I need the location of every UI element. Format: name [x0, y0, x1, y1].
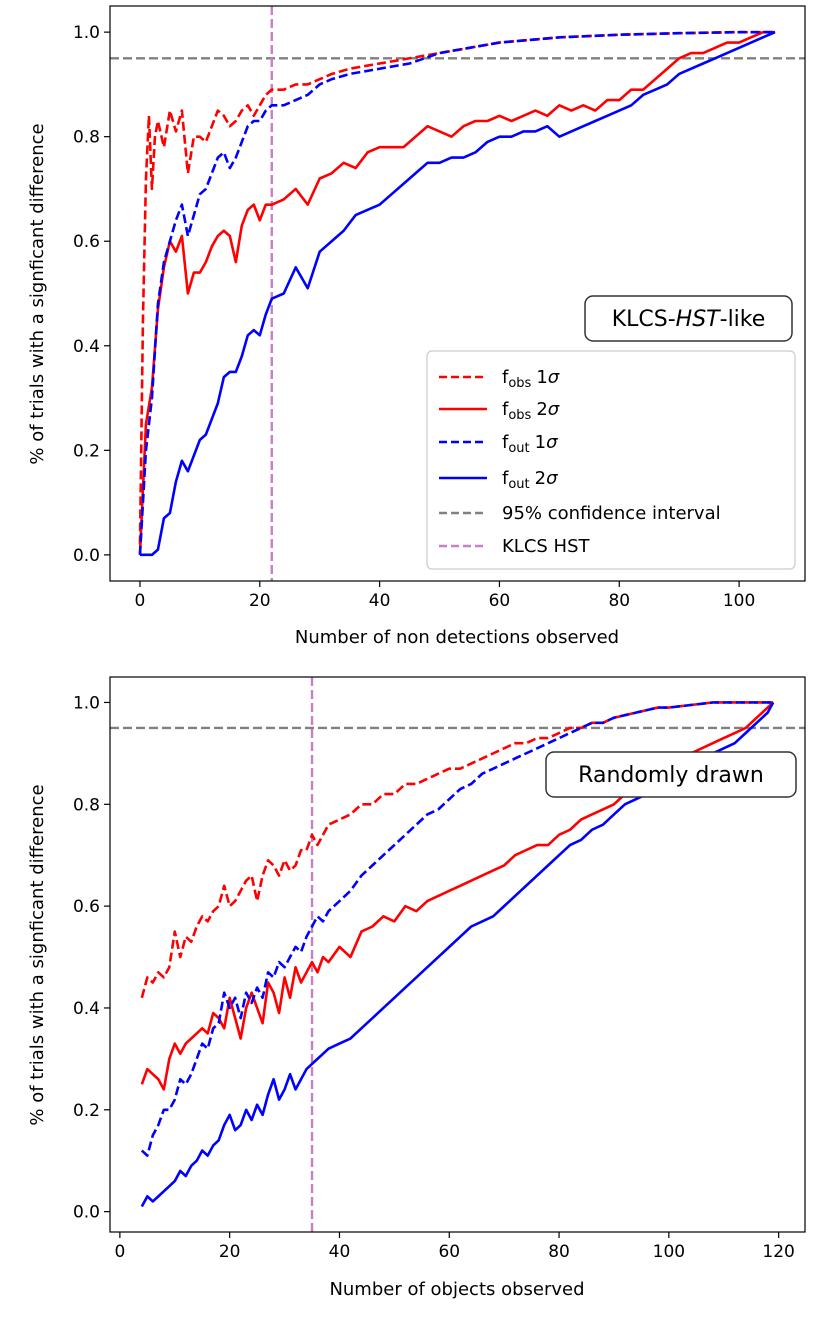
top-y-tick-label: 1.0	[73, 23, 100, 43]
bottom-x-tick-label: 20	[219, 1242, 241, 1262]
legend-label-fobs-1sigma: fobs 1σ	[502, 367, 560, 391]
top-plot-area	[110, 6, 805, 581]
bottom-x-tick-label: 60	[438, 1242, 460, 1262]
top-annotation-suffix: -like	[720, 307, 766, 332]
legend-frame	[426, 350, 796, 570]
legend-label-fout-1sigma: fout 1σ	[502, 432, 558, 456]
top-y-tick-label: 0.8	[73, 128, 100, 148]
bottom-y-ticks: 0.0 0.2 0.4 0.6 0.8 1.0	[73, 693, 110, 1223]
bottom-series-fobs-1sigma	[140, 701, 774, 999]
top-x-tick-label: 0	[135, 591, 146, 611]
bottom-x-axis-label: Number of objects observed	[329, 1279, 584, 1300]
bottom-x-tick-label: 80	[548, 1242, 570, 1262]
bottom-x-tick-label: 0	[114, 1242, 125, 1262]
top-x-tick-label: 40	[369, 591, 391, 611]
top-x-ticks: 0 20 40 60 80 100	[135, 581, 755, 611]
bottom-panel: 0 20 40 60 80 100 120 0.0 0.2 0.4 0.6 0.…	[27, 676, 806, 1300]
bottom-y-tick-label: 0.6	[73, 897, 100, 917]
bottom-y-axis-label: % of trials with a signficant difference	[27, 784, 48, 1125]
top-x-axis-label: Number of non detections observed	[295, 627, 619, 648]
top-series-fobs-2sigma	[138, 30, 776, 555]
top-axes-frame	[109, 5, 806, 582]
top-legend: fobs 1σ fobs 2σ fout 1σ fout 2σ 95% confiden…	[426, 350, 796, 570]
top-x-tick-label: 60	[489, 591, 511, 611]
legend-label-fobs-2sigma: fobs 2σ	[502, 399, 560, 423]
top-y-tick-label: 0.2	[73, 441, 100, 461]
top-x-tick-label: 80	[608, 591, 630, 611]
top-panel: 0 20 40 60 80 100 0.0 0.2 0.4 0.6 0.8 1.…	[27, 5, 806, 648]
top-annotation-frame	[584, 295, 793, 342]
top-series-fout-1sigma	[138, 30, 776, 555]
legend-label-klcs-hst: KLCS HST	[502, 536, 591, 557]
bottom-axes-frame	[109, 676, 806, 1233]
top-y-ticks: 0.0 0.2 0.4 0.6 0.8 1.0	[73, 23, 110, 566]
top-y-tick-label: 0.6	[73, 232, 100, 252]
bottom-y-tick-label: 1.0	[73, 693, 100, 713]
bottom-x-tick-label: 120	[762, 1242, 794, 1262]
bottom-y-tick-label: 0.8	[73, 795, 100, 815]
legend-label-confidence: 95% confidence interval	[502, 503, 721, 524]
legend-label-fout-2sigma: fout 2σ	[502, 468, 558, 492]
top-x-tick-label: 20	[249, 591, 271, 611]
bottom-annotation-text: Randomly drawn	[578, 763, 764, 788]
bottom-y-tick-label: 0.2	[73, 1101, 100, 1121]
top-series-fout-2sigma	[139, 30, 776, 557]
bottom-annotation-box: Randomly drawn	[545, 751, 797, 798]
bottom-annotation-frame	[545, 751, 797, 798]
top-annotation-italic: HST	[676, 307, 722, 332]
top-y-tick-label: 0.4	[73, 337, 100, 357]
bottom-y-tick-label: 0.0	[73, 1203, 100, 1223]
bottom-y-tick-label: 0.4	[73, 999, 100, 1019]
bottom-series-fout-1sigma	[140, 701, 774, 1157]
bottom-x-ticks: 0 20 40 60 80 100 120	[114, 1232, 795, 1262]
top-y-axis-label: % of trials with a signficant difference	[27, 123, 48, 464]
top-y-tick-label: 0.0	[73, 546, 100, 566]
top-annotation-box: KLCS-HST-like	[584, 295, 793, 342]
bottom-x-tick-label: 100	[653, 1242, 685, 1262]
top-annotation-text: KLCS-HST-like	[612, 307, 766, 332]
top-x-tick-label: 100	[723, 591, 755, 611]
bottom-x-tick-label: 40	[329, 1242, 351, 1262]
top-annotation-prefix: KLCS-	[612, 307, 676, 332]
